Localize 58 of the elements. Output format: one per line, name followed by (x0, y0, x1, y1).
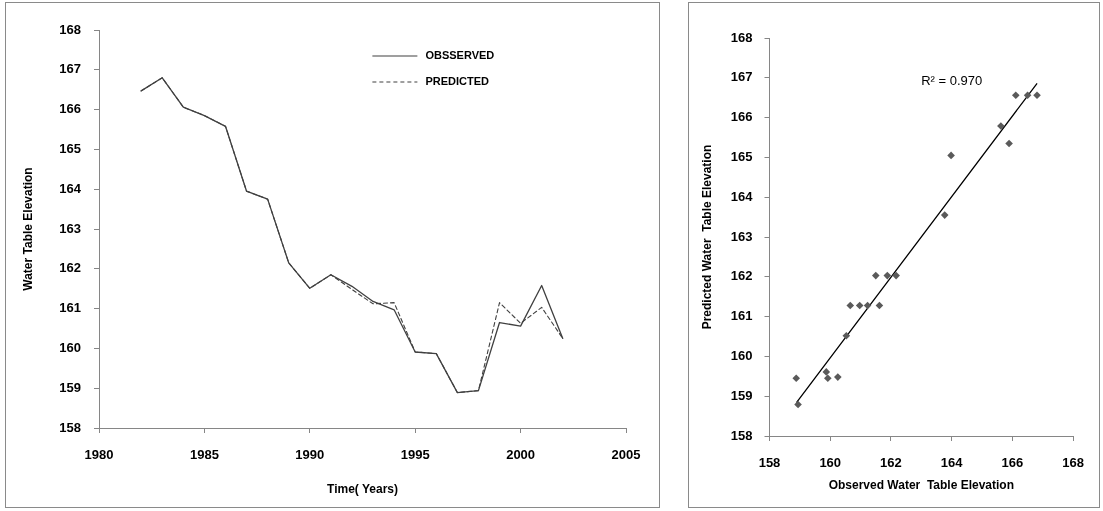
point (1005, 139, 1013, 148)
x-tick-label: 166 (1001, 455, 1024, 471)
y-tick-label: 166 (730, 109, 753, 125)
x-tick-label: 2005 (611, 447, 641, 463)
y-tick-label: 158 (730, 427, 753, 443)
point (822, 368, 831, 376)
x-axis-title: Time( Years) (327, 482, 398, 497)
y-tick-label: 158 (59, 419, 81, 435)
y-axis-title: Water Table Elevation (20, 167, 35, 291)
point (842, 331, 851, 340)
x-axis-title: Observed Water Table Elevation (828, 478, 1015, 493)
x-tick-label: 1995 (400, 447, 430, 463)
y-tick-label: 167 (59, 61, 81, 77)
x-tick-label: 162 (880, 455, 902, 471)
point (1011, 91, 1020, 100)
point (1023, 91, 1032, 100)
point (824, 374, 832, 383)
point (846, 301, 855, 310)
y-tick-label: 164 (730, 188, 754, 204)
point (883, 271, 892, 280)
x-tick-label: 2000 (506, 447, 536, 463)
y-tick-label: 165 (730, 148, 753, 164)
y-axis-title: Predicted Water Table Elevation (699, 144, 714, 330)
y-tick-label: 161 (730, 308, 753, 324)
annotation: R² = 0.970 (921, 73, 983, 89)
legend-label: PREDICTED (425, 75, 489, 88)
x-tick-label: 1990 (295, 447, 325, 463)
point (947, 151, 955, 160)
point (794, 400, 802, 409)
x-tick-label: 164 (940, 455, 964, 471)
y-tick-label: 163 (59, 220, 81, 236)
y-tick-label: 164 (59, 180, 82, 196)
legend-label: OBSSERVED (425, 49, 495, 62)
y-tick-label: 161 (59, 300, 81, 316)
x-tick-label: 168 (1062, 455, 1085, 471)
point (871, 271, 880, 280)
y-tick-label: 167 (730, 69, 753, 85)
point (892, 271, 900, 280)
x-tick-label: 158 (758, 455, 781, 471)
x-tick-label: 160 (819, 455, 842, 471)
y-tick-label: 163 (730, 228, 753, 244)
x-tick-label: 1980 (84, 447, 114, 463)
y-tick-label: 165 (59, 140, 81, 156)
y-tick-label: 168 (59, 21, 81, 37)
point (834, 373, 842, 381)
y-tick-label: 162 (730, 268, 753, 284)
y-tick-label: 162 (59, 260, 81, 276)
point (855, 301, 864, 310)
point (1033, 91, 1041, 100)
y-tick-label: 159 (59, 379, 81, 395)
y-tick-label: 159 (730, 387, 753, 403)
x-tick-label: 1985 (189, 447, 219, 463)
point (940, 211, 949, 219)
y-tick-label: 160 (59, 339, 81, 355)
point (792, 374, 801, 383)
y-tick-label: 166 (59, 101, 81, 117)
y-tick-label: 168 (730, 29, 753, 45)
y-tick-label: 160 (730, 347, 753, 363)
